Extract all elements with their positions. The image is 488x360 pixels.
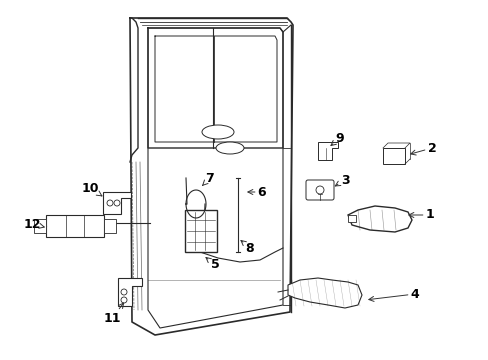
- Text: 10: 10: [81, 181, 102, 196]
- Text: 12: 12: [23, 217, 44, 230]
- Text: 2: 2: [410, 141, 435, 155]
- Circle shape: [121, 289, 127, 295]
- Polygon shape: [103, 192, 131, 214]
- Circle shape: [315, 186, 324, 194]
- FancyBboxPatch shape: [305, 180, 333, 200]
- Polygon shape: [317, 142, 337, 160]
- Text: 1: 1: [408, 208, 433, 221]
- Polygon shape: [347, 215, 355, 222]
- Circle shape: [121, 297, 127, 303]
- Text: 11: 11: [103, 303, 123, 324]
- Bar: [104, 219, 116, 233]
- Text: 8: 8: [241, 240, 254, 255]
- Text: 7: 7: [202, 171, 214, 185]
- Bar: [34, 219, 46, 233]
- Text: 4: 4: [368, 288, 419, 301]
- Bar: [184, 210, 217, 252]
- Polygon shape: [287, 278, 361, 308]
- Ellipse shape: [202, 125, 234, 139]
- Text: 3: 3: [335, 174, 348, 186]
- Text: 9: 9: [330, 131, 344, 145]
- Text: 6: 6: [247, 185, 266, 198]
- Polygon shape: [118, 278, 142, 306]
- Bar: [46, 215, 104, 237]
- Circle shape: [114, 200, 120, 206]
- Polygon shape: [347, 206, 411, 232]
- Circle shape: [107, 200, 113, 206]
- Text: 5: 5: [205, 257, 219, 271]
- Ellipse shape: [216, 142, 244, 154]
- Bar: [382, 148, 404, 164]
